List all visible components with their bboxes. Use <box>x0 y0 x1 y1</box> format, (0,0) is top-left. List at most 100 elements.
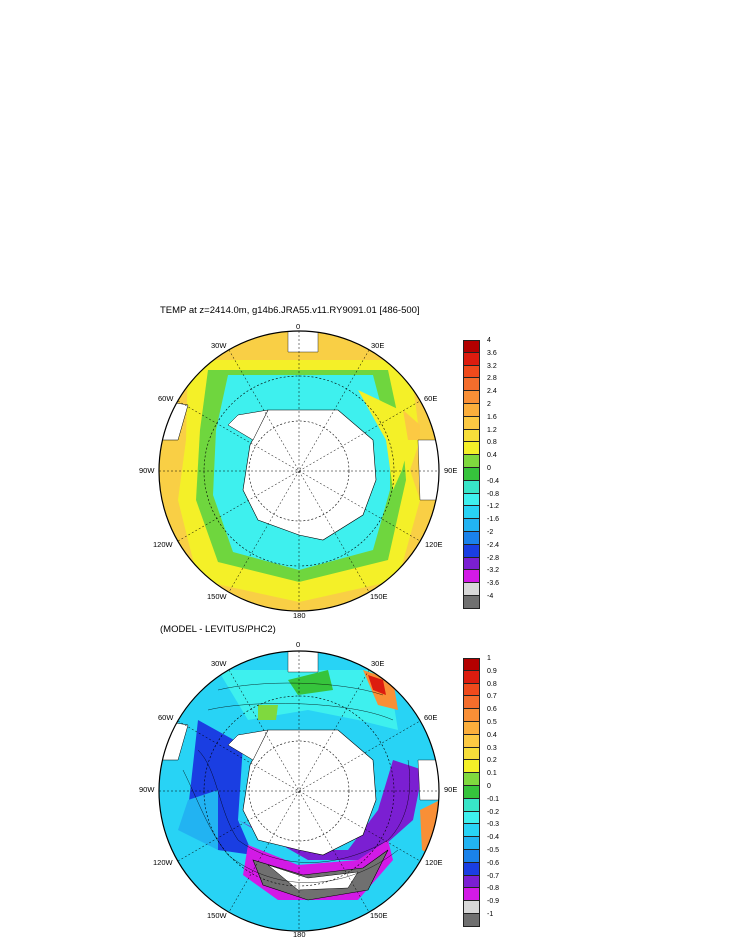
colorbar-tick-label: -3.2 <box>487 567 500 575</box>
colorbar-tick-label: -0.8 <box>487 490 500 498</box>
colorbar-tick-label: -0.7 <box>487 872 500 880</box>
lon-label-90e: 90E <box>444 785 458 794</box>
lon-label-60w: 60W <box>158 713 174 722</box>
lon-label-120e: 120E <box>425 540 443 549</box>
colorbar-swatch <box>463 747 480 761</box>
colorbar-tick-label: 3.6 <box>487 349 497 357</box>
colorbar-tick-label: -3.6 <box>487 580 500 588</box>
panel1-polar-map <box>158 330 440 612</box>
colorbar-swatch <box>463 901 480 914</box>
colorbar-swatch <box>463 429 480 443</box>
panel2-colorbar: 1 0.9 0.8 0.7 0.6 0.5 0.4 0.3 0.2 0.1 0 -0.1 -0.2 -0.… <box>463 655 499 927</box>
colorbar-tick-label: -0.1 <box>487 795 500 803</box>
colorbar-tick-label: -0.4 <box>487 834 500 842</box>
panel1-title: TEMP at z=2414.0m, g14b6.JRA55.v11.RY909… <box>160 305 420 316</box>
colorbar-swatch <box>463 760 480 774</box>
colorbar-swatch <box>463 531 480 545</box>
colorbar-swatch <box>463 519 480 532</box>
colorbar-tick-label: 1.2 <box>487 426 497 434</box>
colorbar-swatch <box>463 595 480 609</box>
lon-label-180: 180 <box>293 930 306 939</box>
colorbar-tick-label: 0.4 <box>487 731 497 739</box>
colorbar-tick-label: 0.8 <box>487 439 497 447</box>
colorbar-tick-label: 0.7 <box>487 693 497 701</box>
colorbar-tick-label: -1 <box>487 911 494 918</box>
lon-label-150w: 150W <box>207 911 227 920</box>
colorbar-swatch <box>463 798 480 812</box>
colorbar-tick-label: 0.6 <box>487 706 497 714</box>
colorbar-swatch <box>463 480 480 494</box>
colorbar-tick-label: -0.4 <box>487 477 500 485</box>
colorbar-tick-label: 1.6 <box>487 413 497 421</box>
antarctica-land <box>242 729 377 856</box>
colorbar-swatch <box>463 875 480 889</box>
colorbar-swatch <box>463 340 480 353</box>
lon-label-30e: 30E <box>371 341 385 350</box>
colorbar-tick-label: 0.4 <box>487 452 497 460</box>
grey-anomaly <box>252 849 389 901</box>
lon-label-0: 0 <box>296 322 301 331</box>
colorbar-tick-label: 0.2 <box>487 757 497 765</box>
lon-label-30e: 30E <box>371 659 385 668</box>
colorbar-swatch <box>463 352 480 366</box>
colorbar-swatch <box>463 365 480 379</box>
map-frame <box>158 330 440 612</box>
colorbar-swatch <box>463 862 480 876</box>
lon-label-60w: 60W <box>158 394 174 403</box>
colorbar-swatch <box>463 442 480 456</box>
colorbar-tick-label: 4 <box>487 337 491 344</box>
colorbar-tick-label: 0.5 <box>487 719 497 726</box>
panel2-polar-map <box>158 650 440 932</box>
colorbar-swatch <box>463 416 480 430</box>
lon-label-90e: 90E <box>444 466 458 475</box>
lon-label-120w: 120W <box>153 858 173 867</box>
colorbar-tick-label: -1.2 <box>487 503 500 511</box>
colorbar-swatch <box>463 403 480 417</box>
colorbar-tick-label: 1 <box>487 655 491 662</box>
panel2-title: (MODEL - LEVITUS/PHC2) <box>160 624 276 635</box>
colorbar-tick-label: 3.2 <box>487 362 497 370</box>
colorbar-swatch <box>463 837 480 850</box>
australia-land <box>417 439 439 501</box>
colorbar-tick-label: 2.8 <box>487 375 497 383</box>
colorbar-swatch <box>463 888 480 902</box>
colorbar-swatch <box>463 557 480 571</box>
lon-label-90w: 90W <box>139 785 155 794</box>
colorbar-tick-label: -1.6 <box>487 516 500 524</box>
lon-label-150e: 150E <box>370 592 388 601</box>
colorbar-swatch <box>463 734 480 748</box>
map-frame <box>158 650 440 932</box>
purple-band <box>238 760 423 860</box>
colorbar-swatch <box>463 670 480 684</box>
lon-label-0: 0 <box>296 640 301 649</box>
colorbar-swatch <box>463 811 480 825</box>
lon-label-120w: 120W <box>153 540 173 549</box>
lon-label-60e: 60E <box>424 394 438 403</box>
lon-label-90w: 90W <box>139 466 155 475</box>
colorbar-tick-label: 0 <box>487 465 491 472</box>
colorbar-tick-label: 0.9 <box>487 667 497 675</box>
lon-label-180: 180 <box>293 611 306 620</box>
colorbar-tick-label: -2.8 <box>487 554 500 562</box>
lon-label-150w: 150W <box>207 592 227 601</box>
colorbar-swatch <box>463 824 480 838</box>
colorbar-tick-label: 2 <box>487 401 491 408</box>
colorbar-tick-label: -2 <box>487 529 494 536</box>
colorbar-tick-label: -0.8 <box>487 885 500 893</box>
colorbar-swatch <box>463 696 480 710</box>
lon-label-60e: 60E <box>424 713 438 722</box>
lon-label-150e: 150E <box>370 911 388 920</box>
antarctica-land <box>242 409 377 541</box>
colorbar-swatch <box>463 773 480 786</box>
colorbar-tick-label: 0.3 <box>487 744 497 752</box>
colorbar-swatch <box>463 378 480 392</box>
colorbar-tick-label: -0.3 <box>487 821 500 829</box>
colorbar-swatch <box>463 709 480 722</box>
colorbar-swatch <box>463 721 480 735</box>
panel1-colorbar: 4 3.6 3.2 2.8 2.4 2 1.6 1.2 0.8 0.4 0 -0.4 -0.8 -1.2 -… <box>463 337 499 609</box>
colorbar-tick-label: -4 <box>487 593 494 600</box>
colorbar-tick-label: 0.1 <box>487 770 497 778</box>
colorbar-tick-label: -0.6 <box>487 859 500 867</box>
colorbar-swatch <box>463 849 480 863</box>
colorbar-swatch <box>463 913 480 927</box>
